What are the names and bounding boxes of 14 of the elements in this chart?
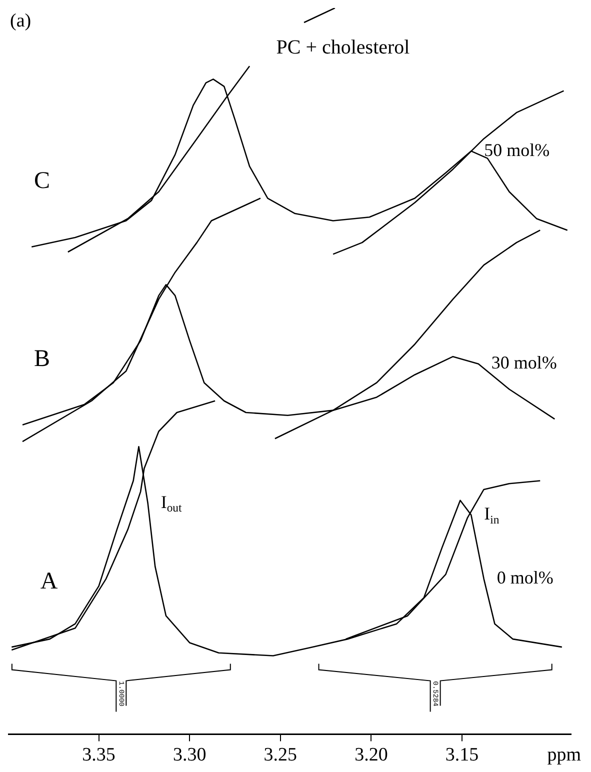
annotation: 50 mol% (484, 140, 550, 160)
x-tick-label: 3.25 (264, 744, 298, 766)
x-tick-label: 3.35 (82, 744, 116, 766)
x-axis-title: ppm (547, 744, 582, 766)
annotation: 30 mol% (491, 352, 557, 373)
x-tick-label: 3.20 (354, 744, 388, 766)
x-tick-label: 3.30 (172, 744, 206, 766)
series-label: B (34, 346, 50, 372)
series-label: A (40, 568, 58, 594)
text: PC + cholesterol (276, 36, 410, 58)
annotation: (a) (10, 10, 32, 32)
annotation: 0 mol% (496, 568, 554, 588)
series-label: C (34, 168, 50, 194)
x-tick-label: 3.15 (445, 744, 479, 766)
